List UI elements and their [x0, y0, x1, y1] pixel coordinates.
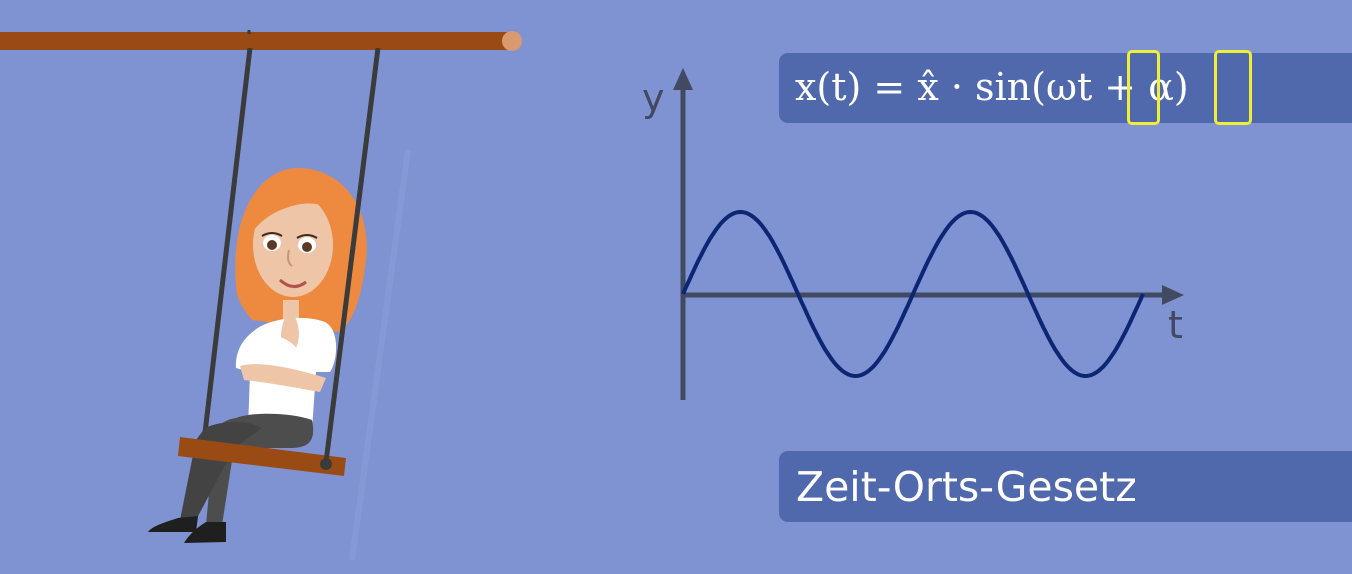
sine-curve [681, 209, 1145, 379]
x-axis-label: t [1168, 303, 1183, 347]
y-axis-arrow [673, 68, 693, 90]
swing-bar [0, 30, 522, 51]
title-text: Zeit-Orts-Gesetz [796, 463, 1137, 511]
formula-banner: x(t) = x̂ · sin(ωt + α) [779, 53, 1352, 123]
formula-text: x(t) = x̂ · sin(ωt + α) [795, 65, 1189, 109]
woman-on-swing-icon [148, 47, 411, 561]
x-axis-arrow [1162, 285, 1184, 305]
y-axis-label: y [642, 76, 665, 120]
highlight-box-alpha [1214, 50, 1252, 125]
title-banner: Zeit-Orts-Gesetz [779, 451, 1352, 522]
sine-graph [673, 68, 1184, 400]
highlight-box-t [1127, 50, 1160, 125]
